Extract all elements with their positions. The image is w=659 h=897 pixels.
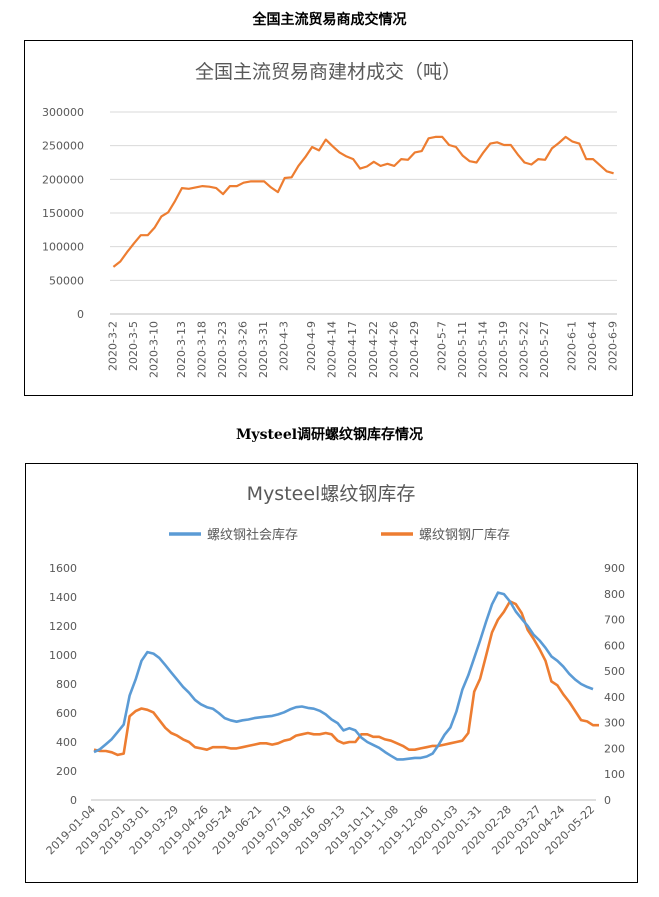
legend-label-social-inventory: 螺纹钢社会库存	[207, 527, 298, 543]
x-tick-label: 2020-3-13	[175, 321, 188, 378]
y-tick-label-left: 400	[56, 736, 77, 749]
y-tick-label-left: 200	[56, 765, 77, 778]
chart-title: 全国主流贸易商建材成交（吨）	[195, 61, 461, 83]
trade-volume-chart-panel: 全国主流贸易商建材成交（吨） 0 50000 100000 150000 200000 25…	[24, 40, 633, 396]
x-tick-label: 2020-3-2	[106, 321, 119, 371]
x-tick-label: 2020-3-10	[148, 321, 161, 378]
x-tick-label: 2020-5-11	[456, 321, 469, 378]
x-tick-label: 2020-4-29	[408, 321, 421, 378]
x-tick-label: 2020-4-17	[346, 321, 359, 378]
trade-volume-series-line	[112, 135, 614, 268]
y-tick-label: 250000	[42, 140, 84, 153]
chart-title: Mysteel螺纹钢库存	[247, 483, 416, 505]
y-tick-label-left: 1200	[49, 620, 77, 633]
y-tick-label: 0	[77, 308, 84, 321]
x-tick-label: 2020-5-19	[497, 321, 510, 378]
y-tick-label-right: 200	[604, 742, 625, 755]
x-tick-label: 2020-3-5	[127, 321, 140, 371]
x-tick-label: 2020-4-9	[305, 321, 318, 371]
x-tick-label: 2020-3-26	[237, 321, 250, 378]
y-tick-label-left: 1400	[49, 591, 77, 604]
x-tick-label: 2020-4-3	[278, 321, 291, 371]
y-tick-label-right: 300	[604, 717, 625, 730]
y-tick-label: 300000	[42, 106, 84, 119]
x-tick-label: 2020-3-31	[257, 321, 270, 378]
y-tick-label-right: 600	[604, 639, 625, 652]
y-tick-label-left: 0	[70, 794, 77, 807]
y-tick-label-left: 800	[56, 678, 77, 691]
x-tick-label: 2020-4-14	[326, 321, 339, 378]
y-tick-label-left: 600	[56, 707, 77, 720]
x-tick-label: 2020-5-22	[518, 321, 531, 378]
y-tick-label-right: 0	[604, 794, 611, 807]
y-tick-label: 200000	[42, 173, 84, 186]
y-tick-label-left: 1000	[49, 649, 77, 662]
x-tick-label: 2020-6-4	[586, 321, 599, 371]
top-chart-heading: 全国主流贸易商成交情况	[252, 12, 407, 28]
x-tick-label: 2020-4-22	[367, 321, 380, 378]
y-tick-label-right: 900	[604, 562, 625, 575]
social-inventory-series-line	[93, 591, 594, 761]
y-tick-label-right: 500	[604, 665, 625, 678]
x-tick-label: 2020-5-7	[435, 321, 448, 371]
bottom-chart-heading: Mysteel调研螺纹钢库存情况	[235, 427, 424, 443]
trade-volume-chart: 全国主流贸易商建材成交（吨） 0 50000 100000 150000 200000 25…	[42, 61, 620, 378]
y-tick-label-right: 700	[604, 614, 625, 627]
x-tick-label: 2020-4-26	[387, 321, 400, 378]
y-tick-label-right: 100	[604, 768, 625, 781]
y-tick-label-right: 400	[604, 691, 625, 704]
mill-inventory-series-line	[93, 600, 599, 757]
x-tick-label: 2020-6-9	[607, 321, 620, 371]
x-tick-label: 2020-6-1	[565, 321, 578, 371]
legend-label-mill-inventory: 螺纹钢钢厂库存	[419, 527, 510, 543]
y-tick-label: 100000	[42, 241, 84, 254]
y-tick-label-right: 800	[604, 588, 625, 601]
x-tick-label: 2020-5-27	[538, 321, 551, 378]
y-tick-label: 50000	[49, 274, 84, 287]
rebar-inventory-chart-panel: Mysteel螺纹钢库存螺纹钢社会库存 螺纹钢钢厂库存 0 200 400 600 800 1…	[25, 463, 638, 883]
y-tick-label: 150000	[42, 207, 84, 220]
x-tick-label: 2020-3-23	[216, 321, 229, 378]
x-tick-label: 2020-3-18	[195, 321, 208, 378]
y-tick-label-left: 1600	[49, 562, 77, 575]
x-tick-label: 2020-5-14	[476, 321, 489, 378]
